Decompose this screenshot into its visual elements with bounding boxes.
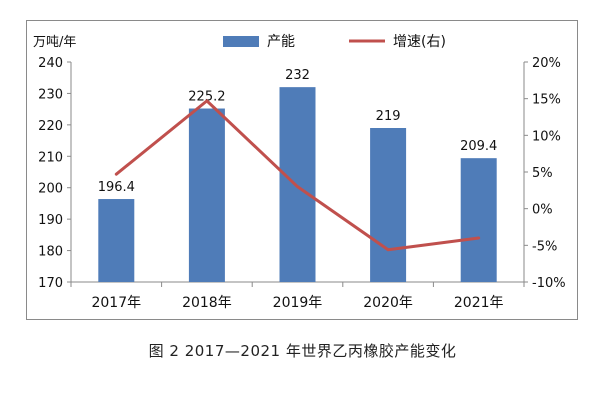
- legend-bar-label: 产能: [267, 34, 295, 50]
- y-left-tick-label: 200: [38, 182, 63, 197]
- x-tick-label: 2021年: [454, 295, 504, 311]
- y-left-tick-label: 190: [38, 213, 63, 228]
- y-right-tick-label: 15%: [532, 93, 561, 108]
- y-left-tick-label: 220: [38, 119, 63, 134]
- bar: [188, 108, 225, 282]
- y-left-tick-label: 230: [38, 87, 63, 102]
- y-left-tick-label: 180: [38, 245, 63, 260]
- y-left-tick-label: 240: [38, 56, 63, 71]
- y-right-tick-label: 5%: [532, 166, 553, 181]
- bar: [279, 87, 316, 283]
- bar: [98, 199, 135, 282]
- x-tick-label: 2020年: [363, 295, 413, 311]
- y-left-tick-label: 170: [38, 276, 63, 291]
- y-right-tick-label: 20%: [532, 56, 561, 71]
- y-left-tick-label: 210: [38, 150, 63, 165]
- bar-data-label: 232: [285, 68, 310, 83]
- y-right-tick-label: -10%: [532, 276, 566, 291]
- bar-data-label: 209.4: [460, 139, 497, 154]
- bar-data-label: 196.4: [98, 180, 135, 195]
- y-right-tick-label: 10%: [532, 129, 561, 144]
- y-right-tick-label: 0%: [532, 203, 553, 218]
- figure-caption: 图 2 2017—2021 年世界乙丙橡胶产能变化: [148, 342, 457, 360]
- bar-data-label: 219: [376, 109, 401, 124]
- legend-bar-swatch: [223, 36, 259, 47]
- bar: [460, 158, 497, 282]
- bar-data-label: 225.2: [188, 90, 225, 105]
- chart-frame: 240 230 220 210 200 190 180 170 20% 15% 10% 5% 0% -5%…: [26, 20, 578, 320]
- x-tick-label: 2018年: [182, 295, 232, 311]
- y-right-tick-label: -5%: [532, 239, 557, 254]
- chart-svg: 240 230 220 210 200 190 180 170 20% 15% 10% 5% 0% -5%…: [33, 34, 566, 311]
- bar: [370, 128, 407, 282]
- x-tick-label: 2017年: [91, 295, 141, 311]
- y-left-unit-label: 万吨/年: [33, 35, 76, 50]
- x-tick-label: 2019年: [273, 295, 323, 311]
- legend-line-label: 增速(右): [393, 34, 446, 50]
